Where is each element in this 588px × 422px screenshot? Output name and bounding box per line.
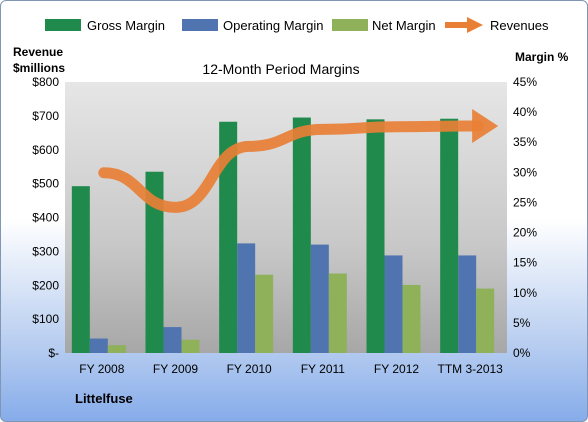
legend-swatch-operating-margin	[182, 19, 218, 31]
y-left-tick-label: $200	[32, 278, 59, 292]
y-right-title: Margin %	[515, 50, 569, 64]
y-left-tick-label: $300	[32, 244, 59, 258]
legend-arrow-revenues-icon	[467, 17, 483, 33]
bar-operating-margin	[163, 327, 182, 353]
legend-label-net-margin: Net Margin	[372, 18, 436, 33]
legend-label-gross-margin: Gross Margin	[87, 18, 165, 33]
revenue-line	[98, 120, 484, 213]
y-right-tick-label: 30%	[513, 165, 537, 179]
bar-gross-margin	[71, 186, 90, 353]
bar-operating-margin	[310, 244, 329, 353]
bar-net-margin	[328, 273, 347, 353]
y-left-tick-label: $100	[32, 312, 59, 326]
x-category-label: FY 2012	[374, 362, 419, 376]
company-label: Littelfuse	[75, 391, 133, 406]
legend-swatch-gross-margin	[45, 19, 81, 31]
bar-operating-margin	[384, 255, 403, 353]
y-right-tick-label: 25%	[513, 195, 537, 209]
y-left-tick-label: $500	[32, 177, 59, 191]
y-left-title-line2: $millions	[13, 61, 65, 75]
legend-label-revenues: Revenues	[490, 18, 549, 33]
chart-title: 12-Month Period Margins	[202, 61, 359, 77]
y-right-ticks: 0% 5% 10% 15% 20% 25% 30% 35% 40% 45%	[513, 75, 537, 360]
bar-gross-margin	[145, 171, 164, 353]
bar-gross-margin	[219, 121, 238, 353]
y-left-ticks: $- $100 $200 $300 $400 $500 $600 $700 $800	[32, 75, 59, 360]
x-category-label: FY 2009	[153, 362, 198, 376]
y-left-tick-label: $400	[32, 211, 59, 225]
bar-operating-margin	[458, 255, 477, 353]
y-right-tick-label: 0%	[513, 346, 531, 360]
legend-swatch-net-margin	[332, 19, 368, 31]
bar-gross-margin	[440, 118, 459, 353]
x-category-label: FY 2008	[79, 362, 124, 376]
y-right-tick-label: 5%	[513, 316, 531, 330]
y-left-title-line1: Revenue	[13, 45, 63, 59]
y-right-tick-label: 15%	[513, 256, 537, 270]
bar-gross-margin	[292, 117, 311, 353]
bar-net-margin	[255, 274, 274, 353]
legend-label-operating-margin: Operating Margin	[223, 18, 323, 33]
y-left-tick-label: $-	[48, 346, 59, 360]
y-right-tick-label: 35%	[513, 135, 537, 149]
bar-net-margin	[181, 339, 200, 353]
x-category-label: FY 2011	[301, 362, 346, 376]
bar-operating-margin	[89, 338, 108, 353]
x-category-label: FY 2010	[227, 362, 272, 376]
bar-series	[71, 117, 495, 354]
y-left-tick-label: $800	[32, 75, 59, 89]
bar-gross-margin	[366, 119, 385, 354]
bar-net-margin	[107, 345, 126, 353]
y-right-tick-label: 40%	[513, 105, 537, 119]
y-right-tick-label: 45%	[513, 75, 537, 89]
legend: Gross Margin Operating Margin Net Margin…	[45, 17, 549, 33]
x-category-labels: FY 2008 FY 2009 FY 2010 FY 2011 FY 2012 TTM 3…	[79, 362, 503, 376]
y-left-tick-label: $600	[32, 143, 59, 157]
y-right-tick-label: 10%	[513, 286, 537, 300]
revenue-series	[98, 109, 499, 213]
revenue-arrow-head-icon	[472, 109, 499, 144]
bar-net-margin	[402, 284, 421, 353]
y-right-tick-label: 20%	[513, 226, 537, 240]
bar-net-margin	[476, 288, 495, 353]
bar-operating-margin	[237, 243, 256, 353]
y-left-tick-label: $700	[32, 109, 59, 123]
x-category-label: TTM 3-2013	[437, 362, 503, 376]
